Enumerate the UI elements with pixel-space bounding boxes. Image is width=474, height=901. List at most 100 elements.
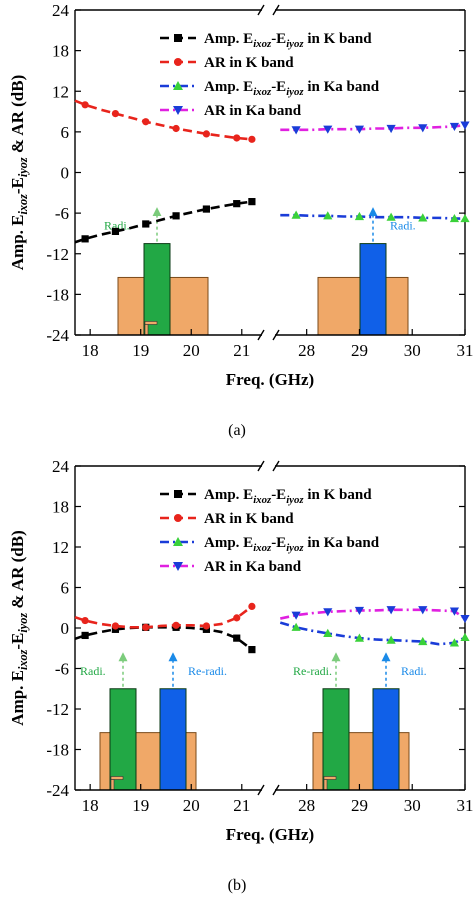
label-part: ixoz <box>253 542 272 554</box>
patch-rect <box>159 688 187 791</box>
point <box>323 628 333 637</box>
point <box>386 635 396 644</box>
point <box>291 622 301 631</box>
point <box>81 101 89 109</box>
label-part: ixoz <box>253 38 272 50</box>
y-tick-label: 6 <box>61 579 70 598</box>
antenna-inset-group: Radi. Re-radi. Re-radi. Radi. <box>80 652 427 791</box>
label-part: Amp. E <box>204 487 253 503</box>
label-part: in Ka band <box>304 535 380 551</box>
y-axis-label: Amp. Eixoz-Eiyoz & AR (dB) <box>8 530 30 726</box>
patch-rect <box>143 243 171 336</box>
x-tick-label: 20 <box>183 341 200 360</box>
patch-rect <box>359 243 387 336</box>
x-tick-label: 20 <box>183 796 200 815</box>
label-part: Amp. E <box>8 215 27 271</box>
legend-entry-label: Amp. Eixoz-Eiyoz in K band <box>204 31 372 50</box>
point <box>172 124 180 133</box>
label-part: AR in K band <box>204 511 294 527</box>
x-tick-label: 21 <box>233 341 250 360</box>
series-line <box>280 608 466 620</box>
label-part: AR in Ka band <box>204 103 302 119</box>
axis-break-mark <box>257 784 265 796</box>
point <box>111 109 120 118</box>
series-k-ar <box>74 602 256 631</box>
y-axis-label: Amp. Eixoz-Eiyoz & AR (dB) <box>8 75 30 271</box>
y-tick-label: 24 <box>52 457 70 476</box>
x-tick-label: 28 <box>298 796 315 815</box>
point <box>449 638 460 647</box>
point <box>323 608 333 617</box>
label-part: iyoz <box>16 157 30 177</box>
point <box>354 125 365 134</box>
point <box>354 633 365 642</box>
radiation-label: Radi. <box>401 664 427 678</box>
point <box>173 106 183 115</box>
label-part: -E <box>271 79 286 95</box>
panel-caption: (a) <box>228 422 246 439</box>
x-tick-label: 19 <box>132 341 149 360</box>
point <box>142 118 150 126</box>
legend-entry-label: AR in Ka band <box>204 559 302 575</box>
point <box>81 616 89 625</box>
feed-line <box>323 776 337 780</box>
y-tick-label: 12 <box>52 82 69 101</box>
point <box>233 634 241 642</box>
legend-entry-label: AR in Ka band <box>204 103 302 119</box>
y-tick-label: -12 <box>46 245 69 264</box>
label-part: in K band <box>304 487 373 503</box>
point <box>233 200 241 208</box>
label-part: -E <box>271 535 286 551</box>
panel-caption: (b) <box>228 877 247 894</box>
feed-stub <box>110 779 115 791</box>
label-part: in K band <box>304 31 373 47</box>
label-part: AR in Ka band <box>204 559 302 575</box>
axis-break-mark <box>272 4 280 16</box>
point <box>174 490 182 498</box>
axis-break-mark <box>272 460 280 472</box>
point <box>460 121 470 130</box>
point <box>418 213 428 222</box>
point <box>81 631 89 640</box>
x-tick-label: 30 <box>404 796 421 815</box>
label-part: ixoz <box>253 494 272 506</box>
point <box>460 632 470 642</box>
axis-break-mark <box>272 329 280 341</box>
x-tick-label: 28 <box>298 341 315 360</box>
point <box>418 636 428 646</box>
feed-line <box>110 776 124 780</box>
point <box>460 213 470 223</box>
series-k-amp <box>74 623 256 654</box>
legend-entry-label: Amp. Eixoz-Eiyoz in Ka band <box>204 535 380 554</box>
y-tick-label: -24 <box>46 326 69 345</box>
y-tick-label: -18 <box>46 741 69 760</box>
legend: Amp. Eixoz-Eiyoz in K band AR in K band Am… <box>160 31 380 119</box>
label-part: & AR (dB) <box>8 530 27 613</box>
antenna-inset-group: Radi. Radi. <box>104 207 416 336</box>
series-line <box>74 605 253 629</box>
series-line <box>74 626 253 651</box>
axis-break-mark <box>257 460 265 472</box>
point <box>202 130 211 138</box>
label-part: -E <box>271 487 286 503</box>
point <box>386 212 396 221</box>
point <box>386 124 396 134</box>
patch-rect <box>109 688 137 791</box>
point <box>418 124 428 133</box>
series-line <box>280 213 465 220</box>
y-tick-label: 12 <box>52 538 69 557</box>
feed-stub <box>144 324 149 336</box>
point <box>233 614 241 622</box>
label-part: AR in K band <box>204 55 294 71</box>
series-ka-amp <box>279 621 470 647</box>
y-tick-label: -6 <box>55 660 69 679</box>
point <box>323 125 333 134</box>
label-part: iyoz <box>286 542 304 554</box>
label-part: Amp. E <box>204 31 253 47</box>
axis-break-mark <box>257 329 265 341</box>
feed-line <box>144 321 158 325</box>
point <box>449 607 460 616</box>
point <box>323 211 333 220</box>
